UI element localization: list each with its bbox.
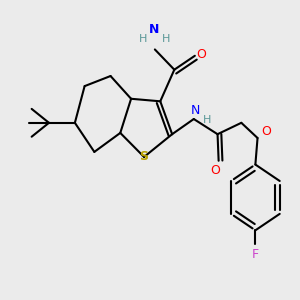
Text: H: H bbox=[161, 34, 170, 44]
Text: O: O bbox=[211, 164, 220, 177]
Text: H: H bbox=[139, 34, 147, 44]
Text: O: O bbox=[261, 125, 271, 138]
Text: O: O bbox=[196, 48, 206, 61]
Text: F: F bbox=[252, 248, 259, 261]
Text: S: S bbox=[140, 151, 148, 164]
Text: N: N bbox=[148, 23, 159, 36]
Text: H: H bbox=[202, 115, 211, 125]
Text: N: N bbox=[191, 104, 201, 117]
